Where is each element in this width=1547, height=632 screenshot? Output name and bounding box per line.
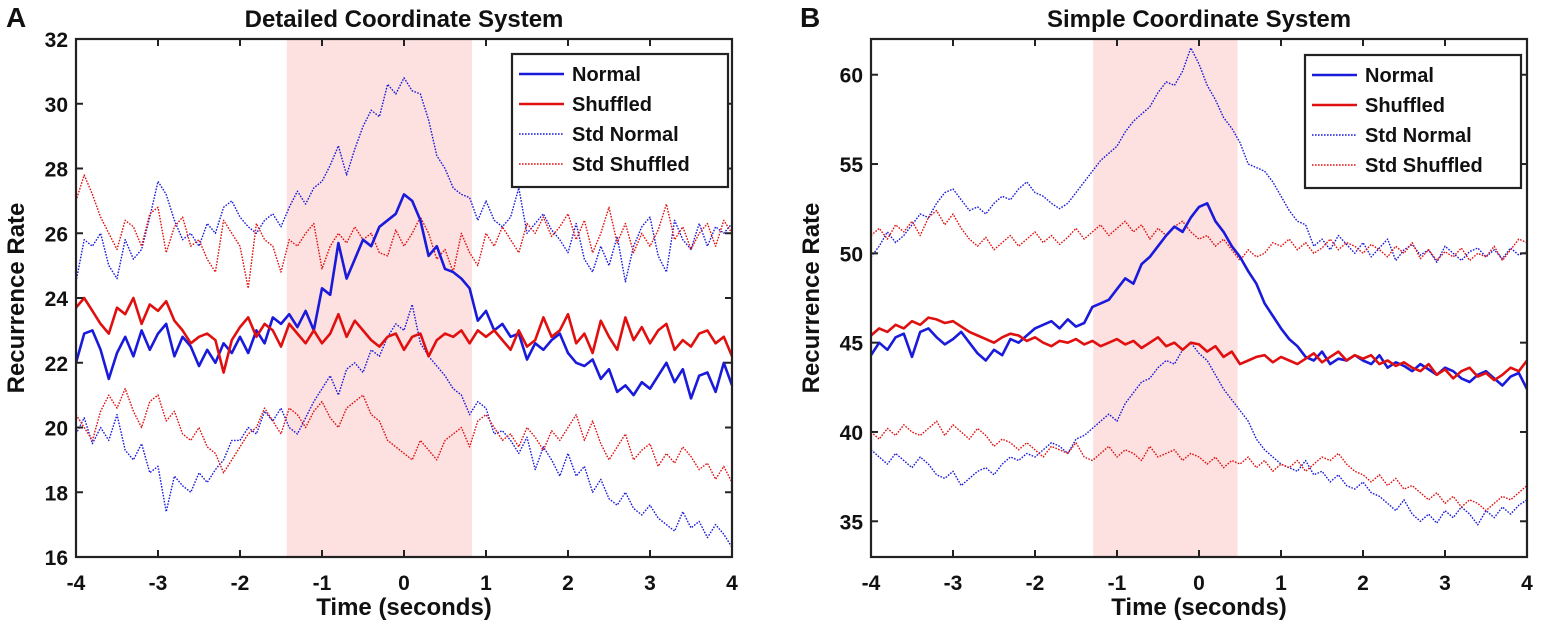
y-tick-label: 32 xyxy=(45,29,68,52)
series-line-std-shuffled-lower xyxy=(871,420,1527,512)
shaded-region xyxy=(286,39,473,557)
x-tick-label: -1 xyxy=(1108,572,1127,595)
series-line-shuffled xyxy=(76,296,732,374)
panel-a: -4 -3 -2 -1 0 1 2 3 4 16 18 20 22 24 26 28 30 32 Detailed … xyxy=(3,2,738,621)
series-group xyxy=(871,47,1527,526)
y-tick-label: 35 xyxy=(840,511,864,534)
y-tick-label: 55 xyxy=(840,154,864,177)
legend-entry: Std Normal xyxy=(1365,125,1472,147)
x-axis-label: Time (seconds) xyxy=(1111,594,1287,621)
legend-entry: Normal xyxy=(1365,65,1434,87)
series-line-std-normal xyxy=(76,77,732,283)
legend-entry: Shuffled xyxy=(1365,95,1445,117)
series-line-normal xyxy=(76,193,732,400)
x-tick-label: 3 xyxy=(1439,572,1451,595)
legend-entry: Std Shuffled xyxy=(1365,155,1483,177)
series-line-std-normal-lower xyxy=(871,342,1527,526)
chart-title: Detailed Coordinate System xyxy=(245,6,564,33)
legend-box xyxy=(1303,53,1523,190)
panel-label: B xyxy=(800,2,820,33)
panel-b: -4 -3 -2 -1 0 1 2 3 4 35 40 45 50 55 60 Simple Coordina… xyxy=(798,2,1533,621)
series-line-std-shuffled-lower xyxy=(76,388,732,483)
y-tick-label: 16 xyxy=(45,547,68,570)
series-line-std-normal xyxy=(871,47,1527,263)
x-tick-label: -1 xyxy=(313,572,332,595)
y-tick-label: 18 xyxy=(45,482,69,505)
series-group xyxy=(76,77,732,548)
x-tick-label: 0 xyxy=(398,572,410,595)
x-tick-label: -2 xyxy=(1026,572,1045,595)
legend-entry: Normal xyxy=(572,64,641,86)
chart-title: Simple Coordinate System xyxy=(1047,6,1351,33)
x-tick-label: 2 xyxy=(562,572,574,595)
y-tick-label: 20 xyxy=(45,418,68,441)
series-line-std-shuffled xyxy=(871,209,1527,262)
y-tick-label: 30 xyxy=(45,94,68,117)
x-tick-label: 0 xyxy=(1193,572,1205,595)
x-tick-label: -3 xyxy=(944,572,963,595)
legend-box xyxy=(510,52,730,189)
x-tick-label: -3 xyxy=(149,572,168,595)
x-tick-label: 1 xyxy=(480,572,492,595)
y-tick-label: 50 xyxy=(840,243,863,266)
x-tick-label: 4 xyxy=(1521,572,1533,595)
y-tick-label: 28 xyxy=(45,159,69,182)
x-tick-label: 1 xyxy=(1275,572,1287,595)
y-tick-label: 45 xyxy=(840,333,864,356)
series-line-shuffled xyxy=(871,316,1527,382)
legend-entry: Shuffled xyxy=(572,94,652,116)
y-axis-label: Recurrence Rate xyxy=(798,203,825,394)
x-tick-label: 2 xyxy=(1357,572,1369,595)
y-tick-label: 22 xyxy=(45,353,68,376)
y-tick-label: 26 xyxy=(45,223,68,246)
legend-entry: Std Normal xyxy=(572,124,679,146)
shaded-region xyxy=(1093,39,1238,557)
legend-entry: Std Shuffled xyxy=(572,154,690,176)
panel-label: A xyxy=(6,2,26,33)
x-tick-label: -4 xyxy=(862,572,881,595)
y-tick-label: 40 xyxy=(840,422,863,445)
legend: Normal Shuffled Std Normal Std Shuffled xyxy=(510,52,730,189)
y-tick-label: 24 xyxy=(45,288,69,311)
x-tick-label: -4 xyxy=(67,572,86,595)
x-tick-label: 3 xyxy=(644,572,656,595)
series-line-std-shuffled xyxy=(76,174,732,289)
legend: Normal Shuffled Std Normal Std Shuffled xyxy=(1303,53,1523,190)
y-tick-label: 60 xyxy=(840,65,863,88)
y-axis-label: Recurrence Rate xyxy=(3,203,30,394)
x-tick-label: -2 xyxy=(231,572,250,595)
x-axis-label: Time (seconds) xyxy=(316,594,492,621)
series-line-normal xyxy=(871,202,1527,390)
series-line-std-normal-lower xyxy=(76,303,732,548)
x-tick-label: 4 xyxy=(726,572,738,595)
